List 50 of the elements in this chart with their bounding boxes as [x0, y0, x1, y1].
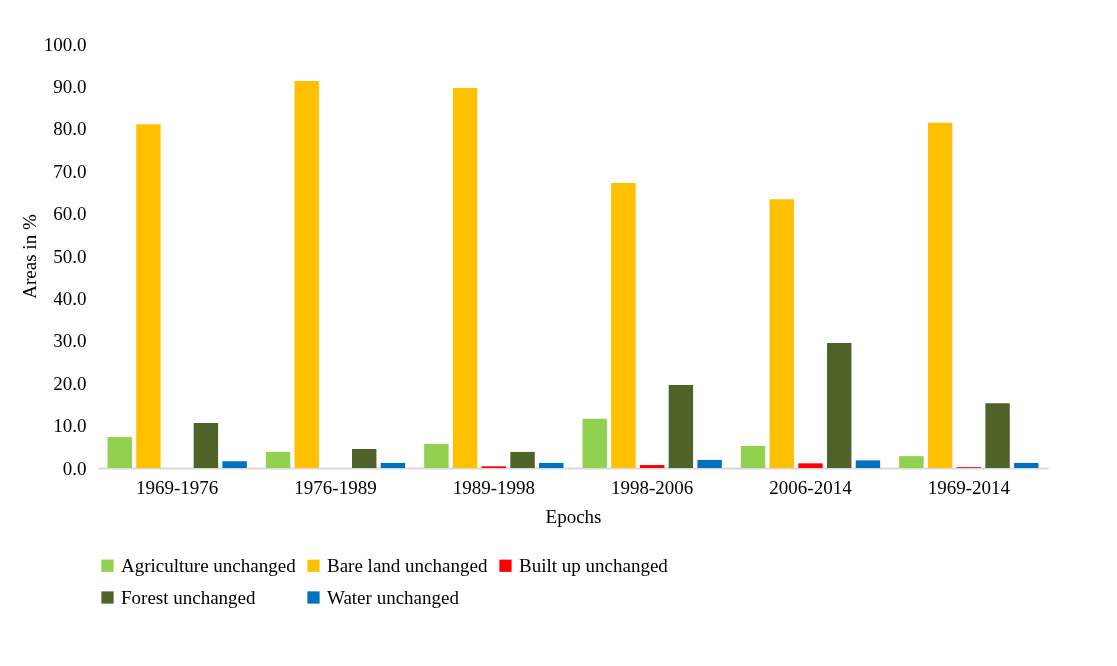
- bar: [424, 443, 449, 468]
- y-tick-label: 0.0: [62, 457, 87, 479]
- bar: [668, 384, 694, 468]
- y-tick-label: 50.0: [53, 245, 87, 267]
- x-tick-label: 1998-2006: [611, 476, 694, 498]
- legend-label: Bare land unchanged: [327, 554, 488, 576]
- x-axis-title: Epochs: [545, 505, 602, 527]
- bar: [1014, 462, 1039, 468]
- bar: [855, 460, 881, 468]
- y-tick-label: 30.0: [53, 330, 87, 352]
- bar: [352, 448, 377, 468]
- bar: [985, 403, 1010, 468]
- y-tick-label: 10.0: [53, 415, 87, 437]
- legend-label: Forest unchanged: [121, 586, 257, 608]
- bar: [798, 463, 823, 468]
- bar: [107, 437, 132, 468]
- y-tick-label: 90.0: [53, 75, 87, 97]
- x-tick-label: 2006-2014: [769, 476, 853, 498]
- bar: [452, 88, 478, 468]
- y-tick-label: 80.0: [53, 118, 87, 140]
- bar: [510, 451, 535, 468]
- bar: [740, 445, 766, 468]
- bar: [193, 423, 219, 468]
- y-tick-label: 20.0: [53, 372, 87, 394]
- legend-label: Agriculture unchanged: [121, 554, 297, 576]
- y-tick-label: 60.0: [53, 203, 87, 225]
- y-axis-title: Areas in %: [18, 214, 40, 299]
- bar: [294, 80, 319, 468]
- bar: [265, 451, 291, 468]
- bar: [136, 124, 161, 468]
- x-tick-label: 1969-2014: [927, 476, 1011, 498]
- bar: [582, 418, 607, 468]
- y-tick-label: 100.0: [43, 33, 87, 55]
- bar: [697, 459, 722, 468]
- bar: [611, 183, 636, 468]
- bar: [769, 199, 794, 468]
- x-tick-label: 1976-1989: [294, 476, 377, 498]
- x-tick-label: 1989-1998: [452, 476, 535, 498]
- bar: [899, 456, 924, 468]
- legend-label: Built up unchanged: [519, 554, 669, 576]
- bar: [380, 462, 406, 468]
- legend-label: Water unchanged: [327, 586, 460, 608]
- bar: [539, 462, 564, 468]
- bar: [827, 342, 852, 468]
- y-tick-label: 40.0: [53, 287, 87, 309]
- bar: [222, 461, 247, 468]
- bar: [639, 465, 665, 468]
- x-tick-label: 1969-1976: [136, 476, 219, 498]
- y-tick-label: 70.0: [53, 160, 87, 182]
- bar: [927, 122, 953, 468]
